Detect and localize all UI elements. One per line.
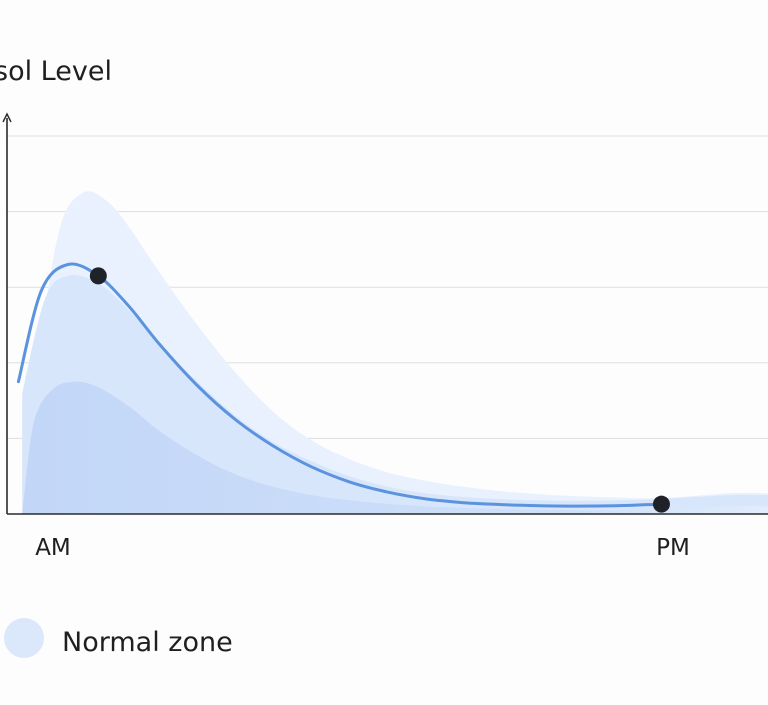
data-markers — [89, 267, 670, 513]
y-axis-arrow-icon — [2, 112, 12, 123]
normal-zone-lower-area — [22, 381, 768, 514]
legend-swatch — [4, 618, 44, 658]
y-axis-title: sol Level — [0, 56, 112, 87]
x-tick-label-am: AM — [35, 535, 71, 561]
x-tick-label-pm: PM — [656, 535, 690, 561]
normal-zone-bands — [22, 191, 768, 514]
axes — [2, 112, 768, 515]
normal-zone-middle-area — [22, 275, 768, 514]
peak-marker — [89, 267, 107, 285]
legend-label-normal-zone: Normal zone — [62, 627, 233, 658]
legend: Normal zone — [4, 618, 233, 658]
end-marker — [652, 495, 670, 513]
